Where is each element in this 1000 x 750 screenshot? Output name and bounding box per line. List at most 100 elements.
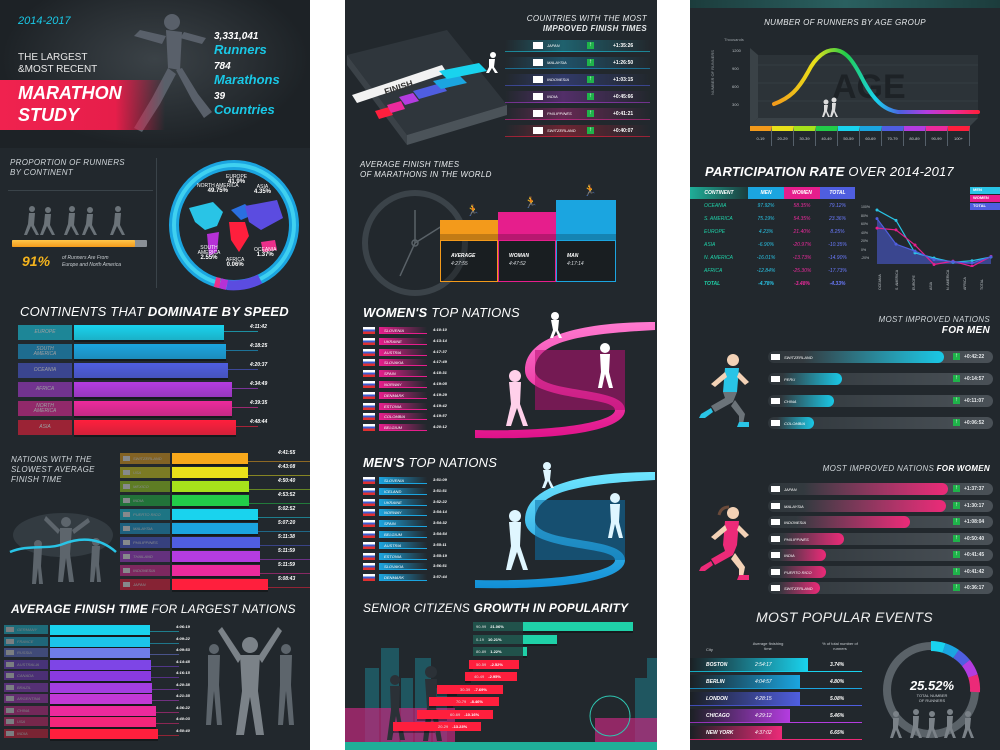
event-bar [690,675,800,689]
improved-delta: +0:41:42 [964,568,985,575]
participation-cell: 97.92% [757,202,775,209]
nation-label: MALAYSIA [784,503,804,509]
speed-bar-row: SOUTH AMERICA 4:18:25 [18,343,298,359]
event-bar [690,658,808,672]
senior-growth-section: SENIOR CITIZENS GROWTH IN POPULARITY 90-… [345,598,657,750]
age-group-section: NUMBER OF RUNNERS BY AGE GROUP Thousands… [690,0,1000,150]
slowest-bar-row: PHILIPPINES 5:11:38 [120,534,310,548]
slowest-time: 5:11:59 [278,548,295,554]
senior-title-bold: GROWTH IN POPULARITY [473,601,629,615]
nation-tag: SPAIN [379,520,427,528]
speed-bar [74,420,236,435]
divider [156,158,157,288]
legend-item: TOTAL [970,203,1000,210]
nation-time: 3:54:14 [433,509,447,515]
continent-name: EUROPE [226,174,248,180]
leader-line [228,369,258,370]
event-pct: 4.80% [830,679,845,685]
speed-time: 4:39:35 [250,400,268,406]
senior-value: -2.95% [488,674,501,679]
world-block-label: AVERAGE [451,253,476,259]
participation-header-cell: WOMEN [784,187,820,199]
improved-row: JAPAN ↑ +1:35:26 [505,40,650,52]
participation-ytick: 0% [861,247,867,252]
arrow-up-icon: ↑ [587,127,594,134]
participation-cell: EUROPE [704,228,726,235]
events-col-pct: % of total number of runners [822,641,858,651]
nation-tag: BRAZIL [4,682,48,692]
label-south-america: SOUTH AMERICA 2.55% [196,246,222,262]
nation-tag: MALAYSIA [120,523,170,534]
largest-bar-row: AUSTRALIA 4:14:48 [4,659,204,670]
largest-bar [50,728,158,739]
largest-bar-row: CANADA 4:16:15 [4,670,204,681]
top-nation-row: BELGIUM 4:20:12 [363,424,458,432]
age-band-label: 90-99 [931,136,942,141]
nation-label: COLOMBIA [384,414,406,420]
event-city: BOSTON [706,662,728,668]
continent-value: 49.75% [207,188,228,194]
event-row: CHICAGO 4:29:12 5.46% [690,709,862,723]
nation-label: INDIA [17,730,28,736]
improved-delta: +0:42:22 [964,354,985,360]
largest-time: 4:36:22 [176,704,190,710]
nation-tag: JAPAN [120,579,170,590]
nation-label: MALAYSIA [133,526,153,531]
flag-icon [363,381,375,388]
event-row: BERLIN 4:04:57 4.80% [690,675,862,689]
leader-line [152,700,179,701]
largest-bar-row: FRANCE 4:09:22 [4,635,204,647]
largest-time: 4:09:22 [176,635,190,641]
continent-tag: OCEANIA [18,363,72,378]
improved-delta: +1:35:26 [613,43,634,49]
nation-time: 3:55:11 [433,541,447,547]
arrow-up-icon: ↑ [587,76,594,83]
nation-label: PUERTO RICO [133,512,161,517]
slowest-bar [172,467,248,478]
senior-row-label: 30-39 -7.69% [457,684,503,694]
senior-row-label: 50-59 -2.52% [473,659,519,669]
nation-time: 3:56:51 [433,563,447,569]
men-title-bold: MEN'S [363,455,405,470]
slowest-bar [172,453,248,464]
age-band-label: 50-59 [843,136,854,141]
events-col-city: City [706,647,713,652]
continent-name: AFRICA [226,257,245,263]
nation-label: USA [133,470,142,475]
nation-time: 4:17:49 [433,359,447,365]
events-title: MOST POPULAR EVENTS [756,609,933,625]
flag-icon [363,574,375,582]
leader-line [232,407,258,408]
nation-label: INDONESIA [133,568,156,573]
nation-label: ARGENTINA [17,696,41,701]
nation-tag: SLOVENIA [379,477,427,484]
world-block-average [440,220,498,240]
improved-bar-fill [768,395,834,407]
senior-value: -2.52% [490,661,503,667]
nation-time: 4:10:10 [433,327,447,332]
flag-icon [533,110,543,117]
largest-bar-row: USA 4:40:03 [4,716,204,727]
speed-time: 4:11:42 [250,324,267,330]
improved-bar-row: PHILIPPINES ↑ +0:50:40 [768,532,993,545]
improved-bar-row: MALAYSIA ↑ +1:30:17 [768,499,993,512]
arrow-up-icon: ↑ [953,485,960,492]
slowest-bar [172,523,258,534]
top-nation-row: AUSTRIA 3:55:11 [363,541,458,550]
senior-bar [523,634,557,644]
men-top-title: MEN'S TOP NATIONS [363,455,497,470]
senior-value: -8.46% [470,699,483,704]
flag-icon [771,585,780,591]
flag-icon [363,359,375,367]
participation-xlabel: N. AMERICA [946,269,950,290]
improved-bar-row: PERU ↑ +0:14:57 [768,373,993,385]
largest-title-light: FOR LARGEST NATIONS [151,602,296,616]
leader-line [150,631,179,632]
senior-bar [523,647,527,656]
age-ytick: 900 [732,66,739,71]
events-total-percent: 25.52% [909,678,955,693]
runner-icon: 🏃 [466,205,480,217]
event-city: BERLIN [706,679,725,685]
flag-icon [363,541,375,549]
largest-bar [50,717,156,727]
